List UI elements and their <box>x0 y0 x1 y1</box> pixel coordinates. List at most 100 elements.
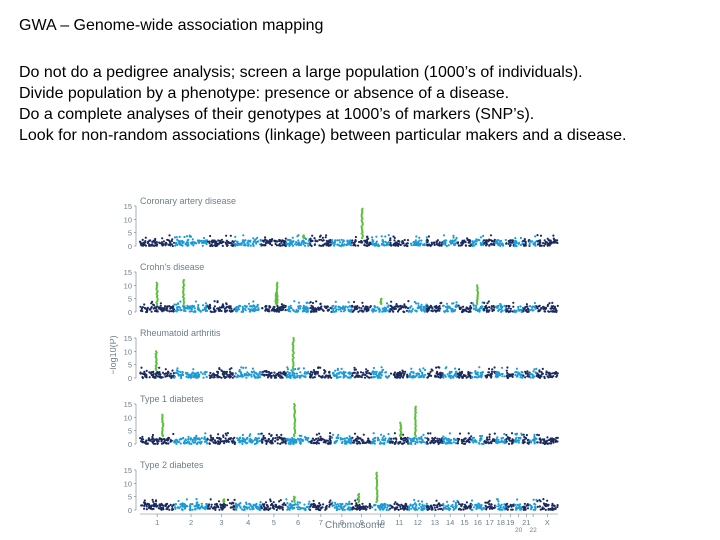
snp-point <box>343 508 346 511</box>
snp-point <box>475 505 478 508</box>
snp-point <box>188 373 192 376</box>
snp-point <box>277 309 280 312</box>
snp-point <box>315 308 318 311</box>
snp-point <box>351 304 354 307</box>
snp-point <box>384 240 387 243</box>
snp-point <box>328 501 331 504</box>
snp-point <box>171 369 174 372</box>
snp-point <box>195 498 198 501</box>
snp-point <box>276 442 279 445</box>
snp-point <box>478 442 481 445</box>
snp-point <box>232 508 235 511</box>
snp-point <box>332 433 335 436</box>
snp-point <box>229 234 232 237</box>
snp-point <box>325 239 328 242</box>
snp-point <box>272 437 275 440</box>
snp-point <box>167 243 170 246</box>
snp-point <box>530 308 533 311</box>
snp-point <box>334 501 337 504</box>
snp-point <box>480 434 484 438</box>
snp-point <box>139 372 142 375</box>
snp-point <box>421 374 424 377</box>
snp-point <box>452 508 455 511</box>
snp-point <box>185 235 189 238</box>
snp-point <box>248 434 251 438</box>
snp-point <box>454 367 457 370</box>
snp-point <box>420 239 423 242</box>
snp-point <box>250 308 253 311</box>
snp-point <box>518 241 521 244</box>
snp-point <box>335 308 338 311</box>
snp-point <box>216 307 219 310</box>
snp-point <box>296 437 300 440</box>
snp-point <box>347 376 350 379</box>
snp-point <box>351 506 354 509</box>
snp-point <box>218 508 221 511</box>
snp-point <box>268 238 271 242</box>
snp-point <box>232 504 235 507</box>
snp-point <box>472 436 476 439</box>
snp-point <box>361 438 364 441</box>
snp-point <box>445 366 448 369</box>
snp-point <box>414 375 417 378</box>
snp-point <box>358 309 362 312</box>
snp-point <box>193 305 196 308</box>
snp-point <box>169 244 172 247</box>
snp-point <box>365 306 369 310</box>
snp-point <box>493 366 496 369</box>
snp-point <box>462 305 465 308</box>
snp-point <box>279 239 282 242</box>
snp-point <box>169 372 172 375</box>
snp-point <box>206 438 209 441</box>
chromosome-tick-label: 4 <box>246 518 250 527</box>
snp-point <box>141 441 144 444</box>
snp-point <box>435 243 439 246</box>
snp-point <box>196 501 199 504</box>
snp-point <box>190 241 194 244</box>
snp-point <box>555 436 558 439</box>
snp-point <box>534 437 537 440</box>
snp-point <box>360 309 364 312</box>
snp-point <box>204 309 207 313</box>
snp-point <box>546 375 549 378</box>
snp-point <box>156 442 159 445</box>
snp-point <box>389 507 392 510</box>
snp-point <box>260 505 263 508</box>
snp-point <box>155 505 158 508</box>
snp-point <box>495 241 498 244</box>
snp-point <box>265 307 268 310</box>
snp-point <box>225 302 228 305</box>
y-tick-label: 10 <box>124 347 132 356</box>
snp-point <box>223 375 226 379</box>
snp-point <box>178 235 181 238</box>
snp-point <box>323 372 326 375</box>
snp-point <box>506 374 509 377</box>
snp-point <box>194 508 197 511</box>
snp-point <box>274 505 278 509</box>
snp-point <box>464 374 467 377</box>
snp-point <box>273 371 276 374</box>
snp-point <box>380 433 383 436</box>
snp-point <box>467 505 470 508</box>
snp-point <box>259 239 263 242</box>
snp-point <box>228 502 231 505</box>
snp-point <box>208 374 211 377</box>
snp-point <box>371 310 375 313</box>
peak-point <box>293 402 296 406</box>
snp-point <box>478 239 481 242</box>
snp-point <box>158 503 161 506</box>
snp-point <box>148 504 151 507</box>
snp-point <box>505 308 508 311</box>
snp-point <box>205 375 208 379</box>
snp-point <box>467 432 470 435</box>
snp-point <box>500 366 504 369</box>
snp-point <box>221 244 224 247</box>
snp-point <box>186 441 189 444</box>
snp-point <box>214 309 217 312</box>
snp-point <box>175 306 179 309</box>
snp-point <box>260 438 264 441</box>
snp-point <box>418 236 421 239</box>
snp-point <box>169 503 172 506</box>
snp-point <box>223 370 226 373</box>
snp-point <box>328 239 331 242</box>
